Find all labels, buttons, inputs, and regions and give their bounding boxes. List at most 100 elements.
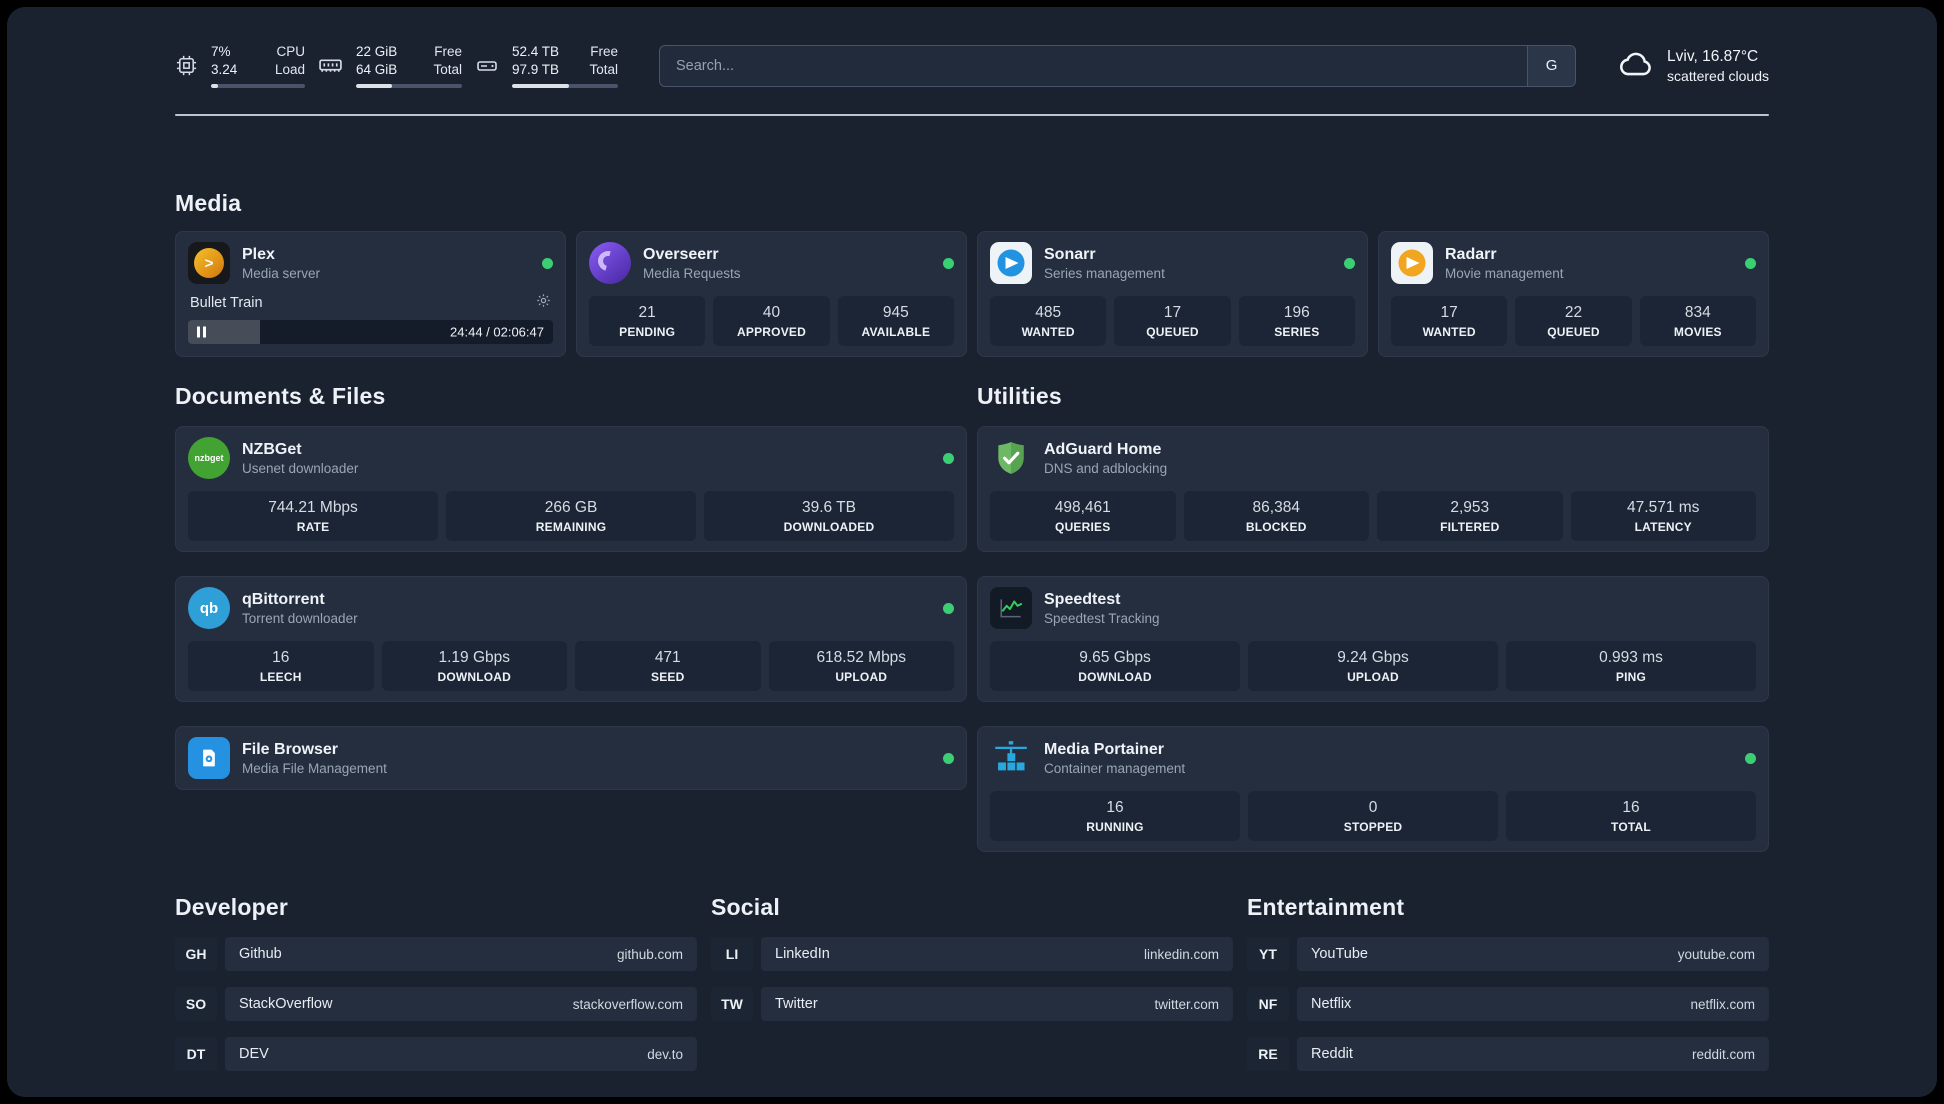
app-subtitle: Media File Management (242, 760, 387, 776)
portainer-crane-icon (990, 737, 1032, 779)
bookmark-netflix[interactable]: NF Netflix netflix.com (1247, 987, 1769, 1022)
stat-label: WANTED (1021, 324, 1075, 339)
playback-progress-bar[interactable]: 24:44 / 02:06:47 (188, 320, 553, 345)
stat-label: SEED (651, 669, 685, 684)
bookmark-twitter[interactable]: TW Twitter twitter.com (711, 987, 1233, 1022)
disk-label-1: Free (590, 44, 618, 59)
bookmark-name: DEV (239, 1046, 269, 1063)
utilities-section-title: Utilities (977, 383, 1062, 410)
status-dot (943, 452, 954, 464)
stat-value: 196 (1283, 303, 1310, 321)
stat-box: 618.52 Mbps UPLOAD (768, 641, 954, 692)
cpu-label-1: CPU (276, 44, 305, 59)
stat-value: 485 (1035, 303, 1062, 321)
bookmark-name: StackOverflow (239, 996, 333, 1013)
stat-box: 1.19 Gbps DOWNLOAD (381, 641, 567, 692)
stat-value: 9.65 Gbps (1079, 648, 1151, 666)
playback-time: 24:44 / 02:06:47 (450, 324, 544, 340)
disk-progress-bar (512, 84, 618, 89)
filebrowser-card[interactable]: File Browser Media File Management (175, 726, 967, 791)
bookmark-stackoverflow[interactable]: SO StackOverflow stackoverflow.com (175, 987, 697, 1022)
bookmark-reddit[interactable]: RE Reddit reddit.com (1247, 1037, 1769, 1072)
radarr-card[interactable]: Radarr Movie management 17 WANTED 22 QUE… (1378, 231, 1769, 358)
bookmark-abbr: TW (711, 987, 753, 1022)
stat-label: PING (1615, 669, 1647, 684)
bookmark-youtube[interactable]: YT YouTube youtube.com (1247, 937, 1769, 972)
stat-label: WANTED (1422, 324, 1476, 339)
bookmark-github[interactable]: GH Github github.com (175, 937, 697, 972)
developer-bookmarks-section: Developer GH Github github.com SO StackO… (175, 894, 697, 1072)
stat-box: 744.21 Mbps RATE (188, 491, 438, 542)
speedtest-card[interactable]: Speedtest Speedtest Tracking 9.65 Gbps D… (977, 576, 1769, 703)
app-name: Media Portainer (1044, 740, 1165, 758)
bookmark-abbr: LI (711, 937, 753, 972)
utilities-section: Utilities AdGuard Home (977, 383, 1769, 853)
topbar: 7% CPU 3.24 Load 22 GiB Free 64 GiB Total 52… (7, 43, 1937, 89)
cloud-icon (1617, 48, 1655, 83)
overseerr-card[interactable]: Overseerr Media Requests 21 PENDING 40 A… (576, 231, 967, 358)
app-subtitle: Media Requests (643, 265, 741, 281)
sonarr-icon (990, 242, 1032, 285)
stat-value: 471 (654, 648, 681, 666)
weather-widget: Lviv, 16.87°C scattered clouds (1617, 48, 1769, 84)
app-subtitle: Speedtest Tracking (1044, 610, 1160, 626)
bookmark-url: linkedin.com (1143, 946, 1219, 962)
stat-value: 86,384 (1252, 498, 1300, 516)
stat-box: 16 RUNNING (990, 791, 1240, 842)
status-dot (542, 257, 553, 269)
stat-value: 39.6 TB (801, 498, 856, 516)
stat-label: AVAILABLE (861, 324, 931, 339)
bookmark-url: stackoverflow.com (572, 996, 683, 1012)
bookmark-abbr: NF (1247, 987, 1289, 1022)
app-subtitle: Torrent downloader (242, 610, 358, 626)
ram-free: 22 GiB (356, 44, 398, 59)
sonarr-card[interactable]: Sonarr Series management 485 WANTED 17 Q… (977, 231, 1368, 358)
stat-box: 17 QUEUED (1114, 296, 1231, 347)
plex-card[interactable]: > Plex Media server Bullet Train (175, 231, 566, 358)
adguard-card[interactable]: AdGuard Home DNS and adblocking 498,461 … (977, 426, 1769, 553)
status-dot (1344, 257, 1355, 269)
entertainment-bookmarks-section: Entertainment YT YouTube youtube.com NF … (1247, 894, 1769, 1072)
app-name: NZBGet (242, 440, 302, 458)
app-name: File Browser (242, 740, 339, 758)
stat-box: 266 GB REMAINING (446, 491, 696, 542)
status-dot (943, 602, 954, 614)
stat-label: UPLOAD (1347, 669, 1399, 684)
developer-section-title: Developer (175, 894, 289, 921)
stat-box: 471 SEED (575, 641, 761, 692)
bookmark-url: dev.to (647, 1046, 683, 1062)
stat-label: QUEUED (1547, 324, 1600, 339)
stat-label: QUERIES (1055, 519, 1111, 534)
stat-box: 834 MOVIES (1639, 296, 1756, 347)
plex-icon: > (188, 242, 230, 285)
app-subtitle: Movie management (1445, 265, 1564, 281)
stat-label: SERIES (1274, 324, 1320, 339)
app-subtitle: DNS and adblocking (1044, 460, 1168, 476)
search-engine-button[interactable]: G (1527, 45, 1576, 86)
stat-value: 498,461 (1054, 498, 1111, 516)
stat-box: 40 APPROVED (713, 296, 830, 347)
portainer-card[interactable]: Media Portainer Container management 16 … (977, 726, 1769, 853)
search-input[interactable] (660, 45, 1528, 86)
bookmark-abbr: GH (175, 937, 217, 972)
settings-gear-icon[interactable] (536, 293, 551, 313)
documents-section: Documents & Files nzbget NZBGet Usenet d… (175, 383, 967, 852)
status-dot (1745, 752, 1756, 764)
search-bar[interactable]: G (659, 44, 1577, 87)
stat-value: 17 (1163, 303, 1182, 321)
filebrowser-icon (188, 737, 230, 780)
nzbget-card[interactable]: nzbget NZBGet Usenet downloader 744.21 M… (175, 426, 967, 553)
media-section-title: Media (175, 190, 242, 217)
weather-location: Lviv, 16.87°C (1667, 47, 1759, 65)
bookmark-linkedin[interactable]: LI LinkedIn linkedin.com (711, 937, 1233, 972)
status-dot (943, 257, 954, 269)
stat-box: 0 STOPPED (1248, 791, 1498, 842)
qbittorrent-card[interactable]: qb qBittorrent Torrent downloader 16 LEE… (175, 576, 967, 703)
stat-label: RATE (296, 519, 330, 534)
stat-value: 618.52 Mbps (816, 648, 907, 666)
bookmark-dev[interactable]: DT DEV dev.to (175, 1037, 697, 1072)
stat-box: 16 LEECH (188, 641, 374, 692)
stat-label: BLOCKED (1245, 519, 1307, 534)
pause-icon[interactable] (197, 326, 206, 338)
stat-label: DOWNLOADED (783, 519, 875, 534)
